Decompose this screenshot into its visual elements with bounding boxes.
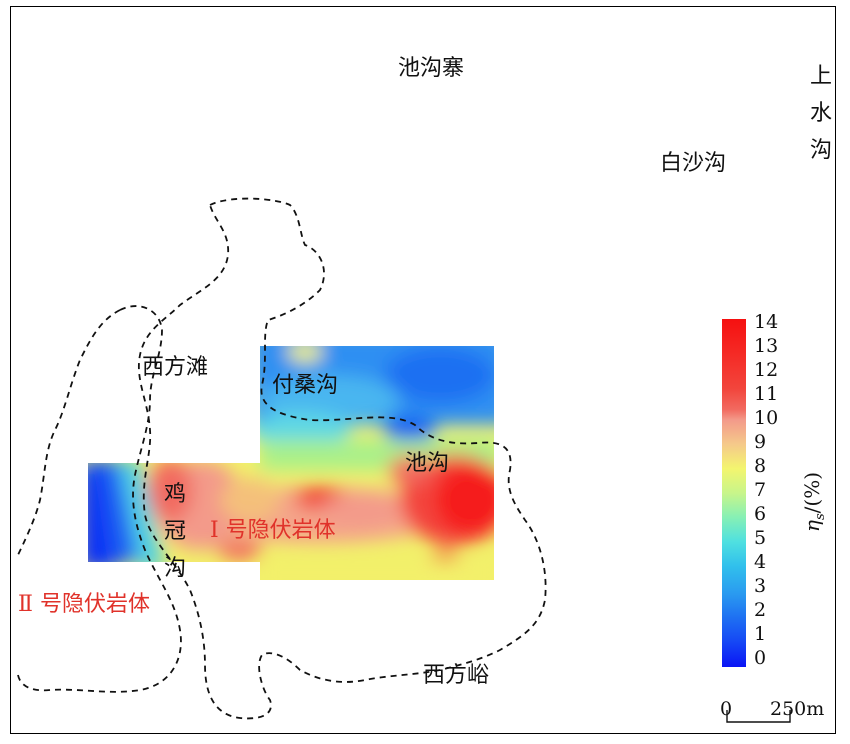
place-shangshuigou-char-2: 水 xyxy=(809,101,832,126)
concealed-body-outlines xyxy=(17,197,547,720)
colorbar-tick-label: 12 xyxy=(754,359,779,381)
colorbar xyxy=(722,319,746,667)
colorbar-tick-label: 9 xyxy=(754,431,767,453)
place-jiguangou-char-1: 鸡 xyxy=(163,482,186,507)
colorbar-tick-label: 2 xyxy=(754,599,767,621)
colorbar-tick-label: 6 xyxy=(754,503,767,525)
scale-bar xyxy=(726,710,791,723)
colorbar-tick-label: 8 xyxy=(754,455,767,477)
place-shangshuigou-char-3: 沟 xyxy=(809,138,832,163)
place-chigou: 池沟 xyxy=(405,451,450,476)
place-fusanggou: 付桑沟 xyxy=(272,373,339,398)
place-jiguangou: 鸡 冠 沟 xyxy=(163,484,187,595)
colorbar-title: ηs/(%) xyxy=(800,472,828,532)
map-frame xyxy=(10,6,836,734)
colorbar-tick-label: 3 xyxy=(754,575,767,597)
colorbar-tick-label: 11 xyxy=(754,383,779,405)
scale-bar-start: 0 xyxy=(720,698,733,720)
place-shangshuigou: 上 水 沟 xyxy=(809,66,833,177)
colorbar-title-main: η xyxy=(800,520,824,532)
colorbar-ramp xyxy=(722,319,746,667)
body1-outline xyxy=(138,197,547,720)
place-xifangtan: 西方滩 xyxy=(142,355,209,380)
place-jiguangou-char-2: 冠 xyxy=(163,519,186,544)
place-chigouzhai: 池沟寨 xyxy=(398,56,465,81)
colorbar-title-sub: s xyxy=(813,513,828,521)
colorbar-tick-label: 13 xyxy=(754,335,779,357)
place-shangshuigou-char-1: 上 xyxy=(809,64,832,89)
scale-bar-end: 250m xyxy=(770,698,825,720)
colorbar-tick-label: 1 xyxy=(754,623,767,645)
place-baishagou: 白沙沟 xyxy=(660,151,727,176)
colorbar-title-rest: /(%) xyxy=(800,471,824,514)
body1-label: Ⅰ 号隐伏岩体 xyxy=(210,518,336,543)
place-jiguangou-char-3: 沟 xyxy=(163,556,186,581)
colorbar-tick-label: 14 xyxy=(754,311,779,333)
body2-outline xyxy=(17,305,182,693)
colorbar-tick-label: 5 xyxy=(754,527,767,549)
colorbar-tick-label: 10 xyxy=(754,407,779,429)
polarizability-heatmap xyxy=(88,346,494,580)
place-xifangyu: 西方峪 xyxy=(423,663,490,688)
colorbar-tick-label: 4 xyxy=(754,551,767,573)
colorbar-tick-label: 0 xyxy=(754,647,767,669)
colorbar-tick-label: 7 xyxy=(754,479,767,501)
body2-label: Ⅱ 号隐伏岩体 xyxy=(18,592,150,617)
